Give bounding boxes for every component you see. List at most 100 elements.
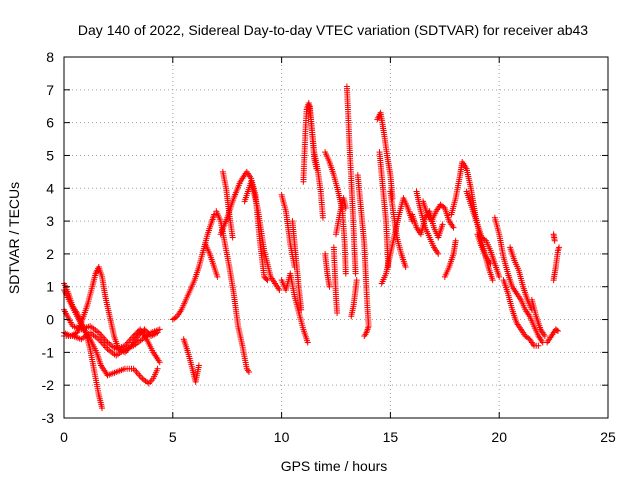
x-tick-label: 5 <box>169 429 177 445</box>
data-point <box>342 204 349 211</box>
data-point <box>156 326 163 333</box>
data-point <box>245 369 252 376</box>
series-arc-10 <box>213 208 252 376</box>
x-tick-label: 15 <box>383 429 399 445</box>
data-point <box>450 224 457 231</box>
series-arc-27 <box>378 195 416 287</box>
data-point <box>353 277 360 284</box>
data-point <box>352 270 359 277</box>
data-point <box>556 244 563 251</box>
series-arc-15 <box>289 218 305 313</box>
x-tick-label: 0 <box>60 429 68 445</box>
series-arc-05 <box>61 326 163 359</box>
x-tick-label: 10 <box>274 429 290 445</box>
data-point <box>99 405 106 412</box>
plot-frame <box>63 56 609 419</box>
data-point <box>298 306 305 313</box>
series-arc-42 <box>544 326 561 346</box>
data-point <box>326 283 333 290</box>
data-point <box>541 332 548 339</box>
data-point <box>133 330 140 337</box>
data-point <box>229 234 236 241</box>
y-tick-label: 5 <box>46 147 54 163</box>
data-point <box>435 250 442 257</box>
data-point <box>172 314 179 321</box>
y-tick-label: 6 <box>46 115 54 131</box>
series-arc-04 <box>61 306 163 366</box>
series-arc-40 <box>550 231 558 244</box>
data-point <box>334 309 341 316</box>
series-arc-41 <box>550 244 563 284</box>
data-point <box>525 335 532 342</box>
data-point <box>535 342 542 349</box>
series-arc-28 <box>387 188 409 271</box>
data-point <box>154 365 161 372</box>
data-point <box>489 277 496 284</box>
data-point <box>263 276 270 283</box>
x-tick-label: 20 <box>491 429 507 445</box>
data-point <box>553 327 560 334</box>
data-point <box>496 273 503 280</box>
series-arc-08 <box>202 241 221 280</box>
plot-axes <box>63 56 609 419</box>
data-point <box>195 362 202 369</box>
data-point <box>304 339 311 346</box>
series-arc-06 <box>169 211 218 323</box>
data-point <box>551 237 558 244</box>
series-arc-17 <box>306 103 320 172</box>
series-arc-12 <box>241 178 283 294</box>
y-tick-label: 1 <box>46 279 54 295</box>
data-point <box>211 211 218 218</box>
data-point <box>487 260 494 267</box>
series-arc-24 <box>348 277 360 320</box>
data-point <box>481 236 488 243</box>
data-point <box>554 328 561 335</box>
x-tick-label: 25 <box>600 429 616 445</box>
y-tick-label: 3 <box>46 213 54 229</box>
tick-labels: 0 5 10 15 20 25 -3 -2 -1 0 1 2 3 4 5 6 7 8 <box>42 49 616 445</box>
data-series <box>61 83 563 412</box>
y-tick-label: 0 <box>46 312 54 328</box>
data-point <box>319 214 326 221</box>
data-point <box>452 237 459 244</box>
data-point <box>402 264 409 271</box>
series-arc-39 <box>528 296 548 339</box>
data-point <box>361 332 368 339</box>
series-arc-32 <box>441 237 459 280</box>
data-point <box>276 287 283 294</box>
series-arc-07 <box>180 336 202 385</box>
series-arc-19 <box>322 250 333 290</box>
data-point <box>264 277 271 284</box>
x-axis-label: GPS time / hours <box>281 458 388 474</box>
series-arc-30 <box>413 188 442 257</box>
series-arc-11 <box>219 168 236 241</box>
data-point <box>156 359 163 366</box>
series-arc-22 <box>343 83 359 277</box>
chart-title: Day 140 of 2022, Sidereal Day-to-day VTE… <box>78 22 588 38</box>
series-arc-14 <box>278 270 311 346</box>
y-tick-label: 7 <box>46 82 54 98</box>
data-point <box>134 329 141 336</box>
data-point <box>130 332 137 339</box>
y-tick-label: -3 <box>42 410 55 426</box>
y-axis-label: SDTVAR / TECUs <box>6 182 22 294</box>
series-arc-35 <box>474 231 494 267</box>
series-arc-23 <box>354 172 372 339</box>
series-arc-21 <box>333 195 349 238</box>
data-point <box>439 221 446 228</box>
data-point <box>131 331 138 338</box>
y-tick-label: -1 <box>42 344 55 360</box>
series-arc-31 <box>420 198 457 231</box>
data-point <box>214 273 221 280</box>
y-tick-label: -2 <box>42 377 55 393</box>
series-arc-13 <box>278 191 298 271</box>
series-arc-36 <box>491 214 546 346</box>
series-arc-37 <box>500 277 542 349</box>
data-point <box>342 270 349 277</box>
y-tick-label: 8 <box>46 49 54 65</box>
data-point <box>313 165 320 172</box>
y-tick-label: 2 <box>46 246 54 262</box>
series-arc-20 <box>330 244 341 316</box>
